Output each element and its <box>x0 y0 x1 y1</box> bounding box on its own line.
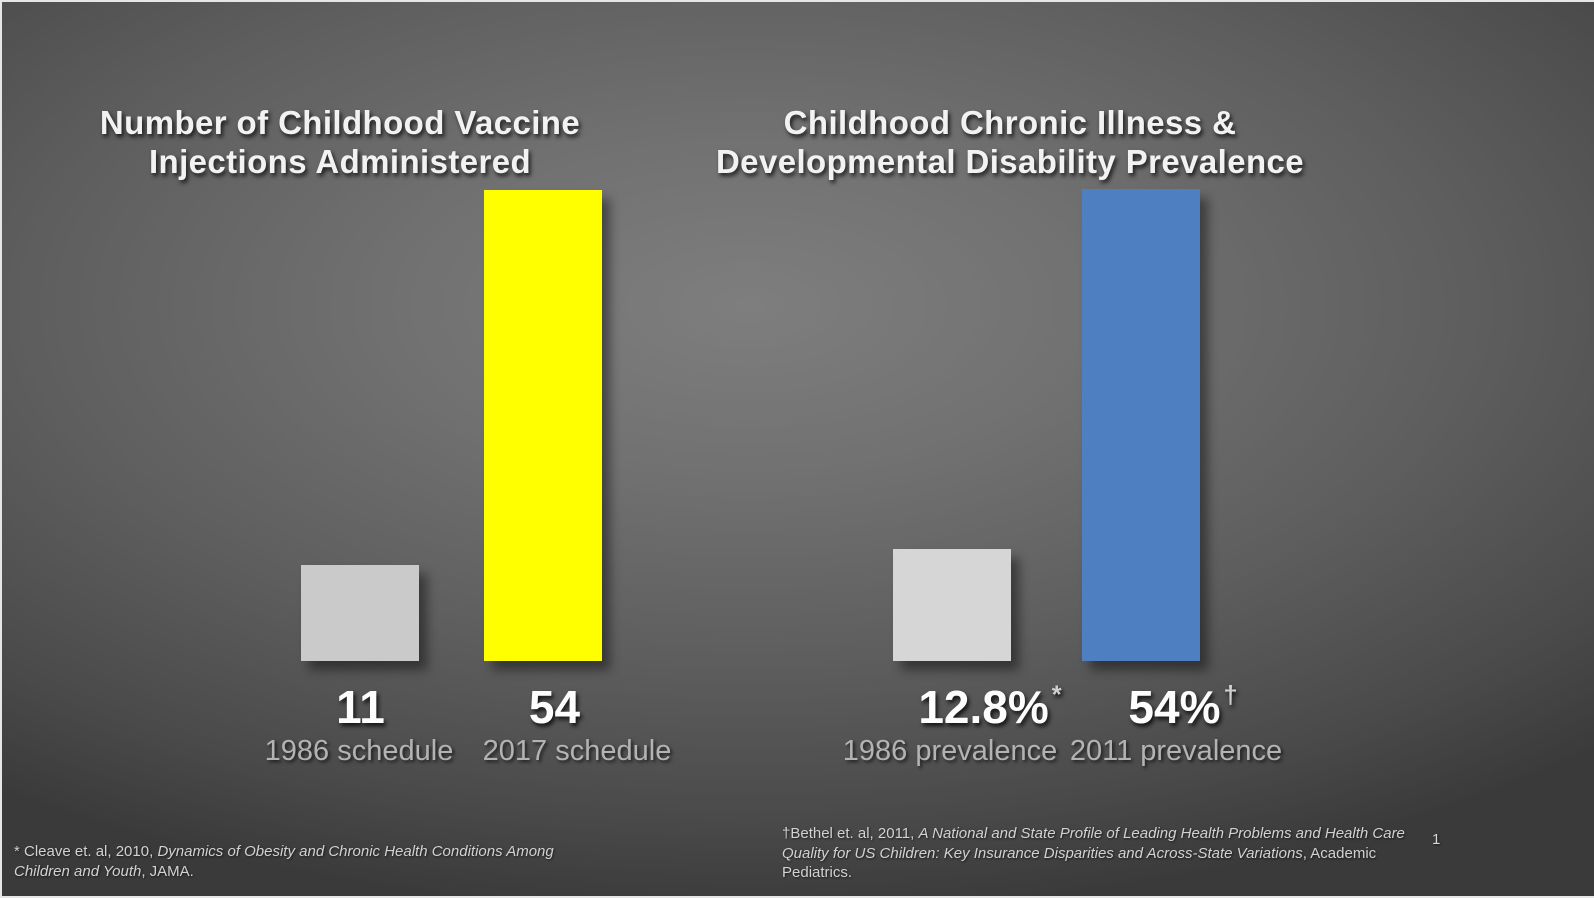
bar-1986-schedule <box>301 565 419 661</box>
left-chart-title-line-1: Number of Childhood Vaccine <box>99 104 581 142</box>
category-label-1986-prevalence: 1986 prevalence <box>842 735 1058 767</box>
category-label-2017-schedule: 2017 schedule <box>482 735 672 767</box>
right-chart-title-line-2: Developmental Disability Prevalence <box>715 143 1305 181</box>
right-chart-title: Childhood Chronic Illness & Developmenta… <box>680 103 1340 181</box>
value-text: 12.8% <box>918 681 1049 733</box>
bar-1986-prevalence <box>893 549 1011 661</box>
right-chart-title-line-1: Childhood Chronic Illness & <box>783 104 1237 142</box>
value-label-2017-schedule: 54 <box>529 684 583 730</box>
left-chart-title-line-2: Injections Administered <box>148 143 532 181</box>
asterisk-footnote-marker: * <box>1051 680 1062 709</box>
footnote-bethel-citation: †Bethel et. al, 2011, A National and Sta… <box>782 825 1405 881</box>
left-chart-title: Number of Childhood Vaccine Injections A… <box>40 103 640 181</box>
footnote-cleave-citation: * Cleave et. al, 2010, Dynamics of Obesi… <box>14 843 554 880</box>
bar-2011-prevalence <box>1082 189 1200 661</box>
dagger-footnote-marker: † <box>1223 680 1238 709</box>
value-label-1986-prevalence: 12.8% * <box>918 680 1062 733</box>
value-label-2011-prevalence: 54% † <box>1128 680 1238 733</box>
value-label-1986-schedule: 11 <box>336 684 388 730</box>
value-text: 54 <box>528 681 581 733</box>
category-label-1986-schedule: 1986 schedule <box>264 735 454 767</box>
value-text: 11 <box>336 681 385 733</box>
value-text: 54% <box>1128 681 1221 733</box>
category-label-2011-prevalence: 2011 prevalence <box>1069 735 1283 767</box>
page-number: 1 <box>1432 831 1441 848</box>
bar-2017-schedule <box>484 190 602 661</box>
